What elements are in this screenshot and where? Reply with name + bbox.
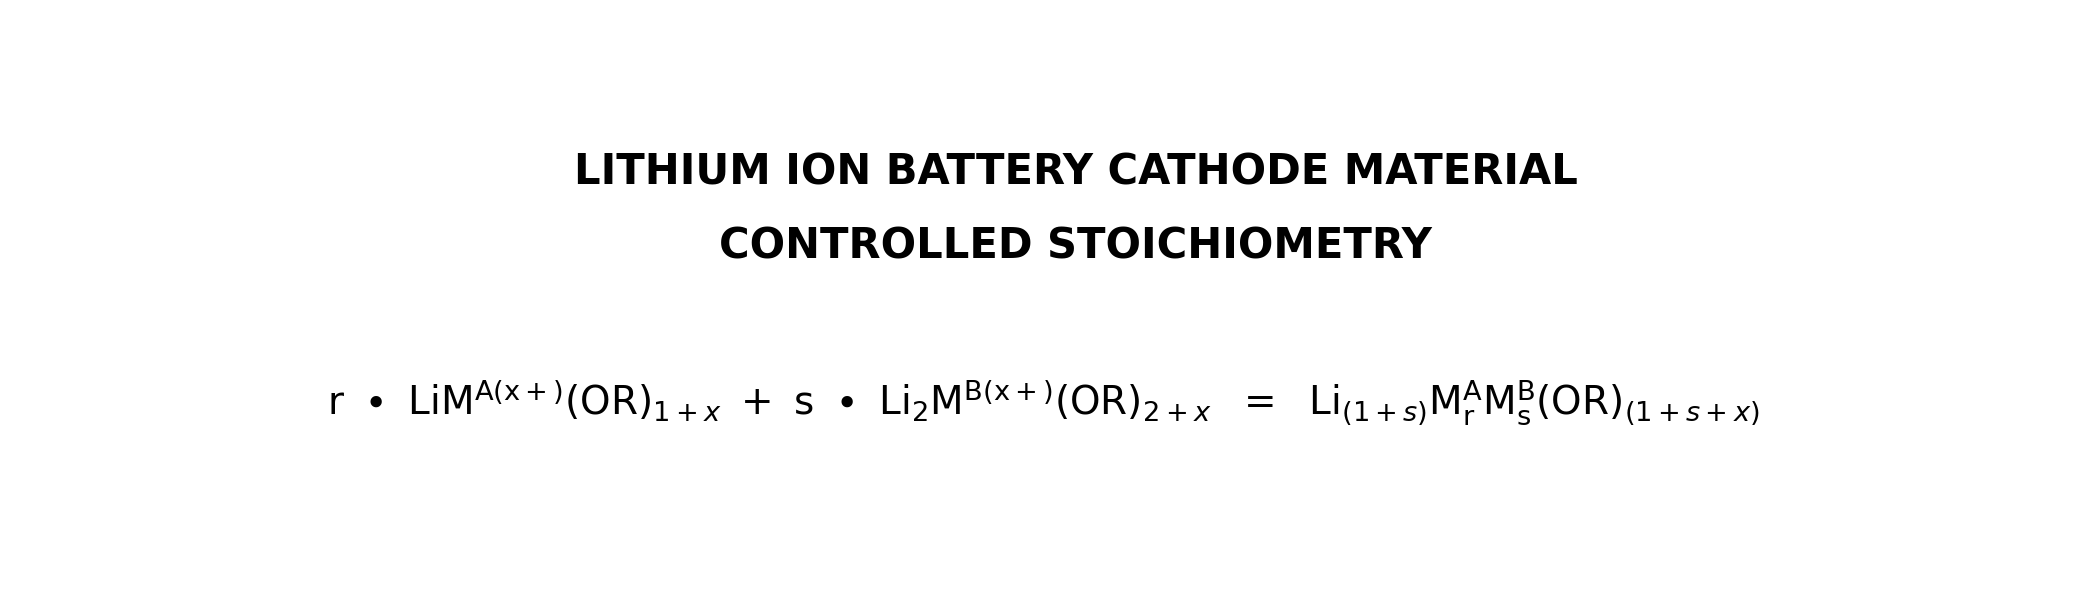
Text: LITHIUM ION BATTERY CATHODE MATERIAL: LITHIUM ION BATTERY CATHODE MATERIAL [573,152,1578,194]
Text: CONTROLLED STOICHIOMETRY: CONTROLLED STOICHIOMETRY [720,225,1432,267]
Text: $\mathsf{r}\ \bullet\ \mathsf{LiM}^{\mathsf{A(x+)}}\mathsf{(OR)}_{1+x}\ +\ \math: $\mathsf{r}\ \bullet\ \mathsf{LiM}^{\mat… [327,378,1759,427]
